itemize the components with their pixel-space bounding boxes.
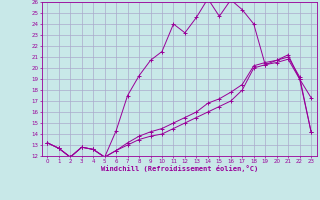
X-axis label: Windchill (Refroidissement éolien,°C): Windchill (Refroidissement éolien,°C) — [100, 165, 258, 172]
